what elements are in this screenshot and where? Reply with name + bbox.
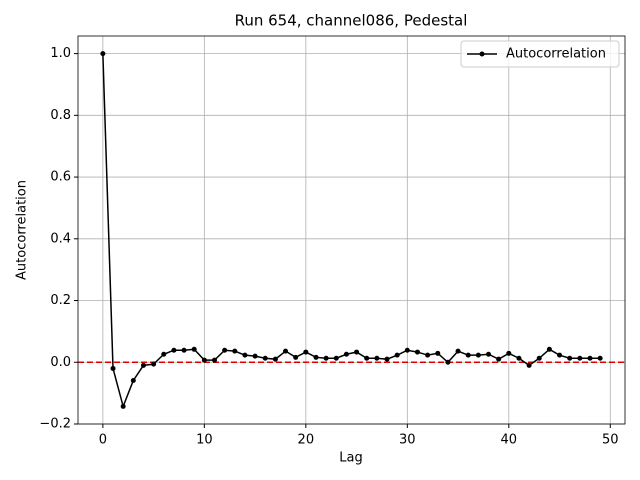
data-point (323, 355, 329, 361)
data-point (567, 355, 573, 361)
data-point (151, 361, 157, 367)
y-tick-label: 0.6 (50, 170, 71, 185)
data-point (242, 352, 248, 358)
data-point (354, 349, 360, 355)
data-point (120, 403, 126, 409)
data-point (272, 356, 278, 362)
data-point (171, 347, 177, 353)
data-point (262, 355, 268, 361)
legend: Autocorrelation (460, 40, 620, 68)
x-tick-label: 50 (602, 433, 619, 448)
data-point (435, 350, 441, 356)
data-point (232, 348, 238, 354)
data-point (191, 346, 197, 352)
data-point (516, 355, 522, 361)
data-point (496, 356, 502, 362)
data-point (577, 355, 583, 361)
data-point (222, 347, 228, 353)
data-point (587, 355, 593, 361)
plot-frame (77, 35, 626, 425)
data-point (313, 354, 319, 360)
chart-title: Run 654, channel086, Pedestal (235, 12, 468, 30)
legend-box (460, 40, 620, 68)
legend-label: Autocorrelation (506, 47, 606, 62)
data-point (384, 356, 390, 362)
data-point (536, 355, 542, 361)
data-point (343, 351, 349, 357)
data-point (252, 353, 258, 359)
x-axis-label: Lag (339, 451, 362, 466)
y-axis-label: Autocorrelation (15, 180, 30, 280)
x-tick-label: 10 (196, 433, 213, 448)
y-tick-label: 0.0 (50, 355, 71, 370)
data-point (140, 362, 146, 368)
data-point (201, 357, 207, 363)
x-tick-label: 0 (99, 433, 107, 448)
legend-marker (479, 51, 485, 57)
data-point (161, 351, 167, 357)
data-point (100, 51, 106, 57)
data-point (425, 352, 431, 358)
data-point (465, 352, 471, 358)
data-point (404, 347, 410, 353)
y-tick-label: 0.4 (50, 231, 71, 246)
data-point (333, 355, 339, 361)
x-tick-label: 40 (501, 433, 518, 448)
data-point (130, 377, 136, 383)
data-point (546, 346, 552, 352)
y-tick-label: 0.8 (50, 108, 71, 123)
data-point (526, 362, 532, 368)
y-tick-label: 1.0 (50, 46, 71, 61)
data-point (445, 359, 451, 365)
data-point (597, 355, 603, 361)
data-point (557, 352, 563, 358)
data-point (181, 347, 187, 353)
data-point (211, 357, 217, 363)
x-tick-label: 20 (298, 433, 315, 448)
x-tick-label: 30 (399, 433, 416, 448)
data-point (394, 352, 400, 358)
data-point (364, 355, 370, 361)
data-point (414, 349, 420, 355)
data-point (293, 354, 299, 360)
y-tick-label: 0.2 (50, 293, 71, 308)
data-point (374, 355, 380, 361)
data-point (486, 351, 492, 357)
y-tick-label: −0.2 (39, 417, 71, 432)
data-point (110, 365, 116, 371)
data-point (475, 352, 481, 358)
data-point (283, 348, 289, 354)
data-point (455, 348, 461, 354)
data-point (303, 349, 309, 355)
data-point (506, 350, 512, 356)
